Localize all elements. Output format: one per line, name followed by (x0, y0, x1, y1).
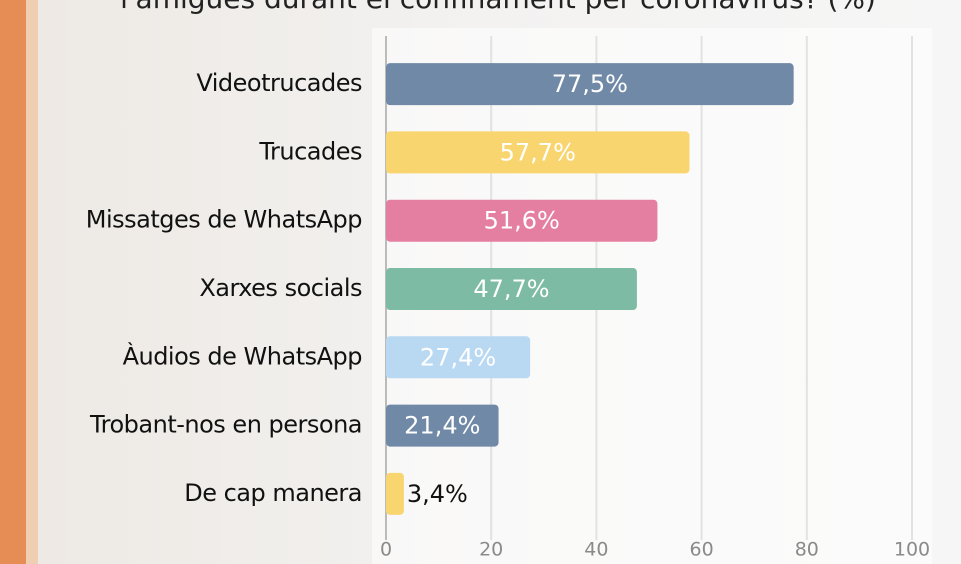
x-tick-label: 100 (894, 539, 930, 561)
y-tick-label: Trucades (258, 137, 362, 165)
x-tick-label: 80 (795, 539, 819, 561)
y-tick-label: Àudios de WhatsApp (123, 341, 362, 370)
value-label: 47,7% (473, 275, 549, 303)
x-tick-label: 40 (584, 539, 608, 561)
bar (386, 131, 690, 174)
value-label: 27,4% (420, 343, 496, 371)
x-tick-label: 60 (690, 539, 714, 561)
bar (386, 268, 637, 310)
y-tick-label: Trobant-nos en persona (89, 411, 362, 439)
value-label: 3,4% (407, 480, 468, 508)
value-label: 21,4% (404, 412, 480, 440)
side-strip (0, 0, 26, 564)
y-tick-label: Videotrucades (196, 69, 362, 97)
bar (386, 199, 658, 242)
y-tick-label: Missatges de WhatsApp (86, 206, 362, 234)
bar (386, 472, 404, 515)
side-strip-light (26, 0, 38, 564)
y-tick-label: De cap manera (184, 479, 362, 507)
bar (386, 336, 531, 379)
value-label: 51,6% (484, 207, 560, 235)
value-label: 57,7% (500, 138, 576, 166)
bar (386, 63, 794, 106)
x-tick-label: 20 (479, 539, 503, 561)
y-tick-label: Xarxes socials (199, 274, 362, 302)
chart-title: l'amigues durant el confinament per coro… (120, 0, 876, 15)
x-tick-label: 0 (380, 539, 392, 561)
bar (386, 404, 499, 447)
value-label: 77,5% (552, 70, 628, 98)
